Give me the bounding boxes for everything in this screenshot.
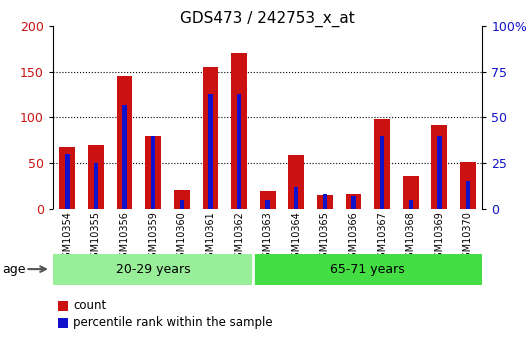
Bar	[88, 145, 104, 209]
Bar	[380, 136, 384, 209]
Bar	[65, 154, 69, 209]
Text: GSM10362: GSM10362	[234, 211, 244, 264]
Bar	[174, 190, 190, 209]
Text: GSM10360: GSM10360	[177, 211, 187, 264]
Bar	[288, 155, 304, 209]
Text: GSM10355: GSM10355	[91, 211, 101, 264]
Bar	[208, 93, 213, 209]
Text: GSM10370: GSM10370	[463, 211, 473, 264]
Text: age: age	[3, 263, 26, 276]
Bar	[202, 67, 218, 209]
Bar	[237, 93, 241, 209]
Bar	[346, 194, 361, 209]
Bar	[317, 195, 333, 209]
Bar	[145, 136, 161, 209]
Text: percentile rank within the sample: percentile rank within the sample	[73, 316, 273, 329]
Text: GSM10365: GSM10365	[320, 211, 330, 264]
Text: count: count	[73, 299, 107, 312]
Bar	[231, 53, 247, 209]
Bar	[117, 76, 132, 209]
Bar	[437, 136, 441, 209]
Bar	[59, 147, 75, 209]
Bar	[351, 196, 356, 209]
Text: GSM10367: GSM10367	[377, 211, 387, 264]
Text: GDS473 / 242753_x_at: GDS473 / 242753_x_at	[180, 10, 355, 27]
Bar	[403, 176, 419, 209]
Text: GSM10354: GSM10354	[63, 211, 72, 264]
Bar	[466, 181, 470, 209]
Bar	[431, 125, 447, 209]
Bar	[294, 187, 298, 209]
Text: GSM10364: GSM10364	[292, 211, 301, 264]
Text: GSM10366: GSM10366	[349, 211, 358, 264]
Text: GSM10356: GSM10356	[120, 211, 129, 264]
Bar	[151, 136, 155, 209]
Bar	[260, 191, 276, 209]
Bar	[374, 119, 390, 209]
Bar	[266, 199, 270, 209]
Bar	[460, 162, 476, 209]
Bar	[53, 254, 253, 285]
Text: GSM10359: GSM10359	[148, 211, 158, 264]
Text: 65-71 years: 65-71 years	[330, 263, 405, 276]
Text: GSM10369: GSM10369	[435, 211, 444, 264]
Bar	[180, 199, 184, 209]
Bar	[409, 199, 413, 209]
Text: 20-29 years: 20-29 years	[116, 263, 190, 276]
Bar	[122, 105, 127, 209]
Bar	[253, 254, 482, 285]
Text: GSM10368: GSM10368	[406, 211, 416, 264]
Text: GSM10363: GSM10363	[263, 211, 272, 264]
Text: GSM10361: GSM10361	[206, 211, 215, 264]
Bar	[323, 194, 327, 209]
Bar	[94, 163, 98, 209]
